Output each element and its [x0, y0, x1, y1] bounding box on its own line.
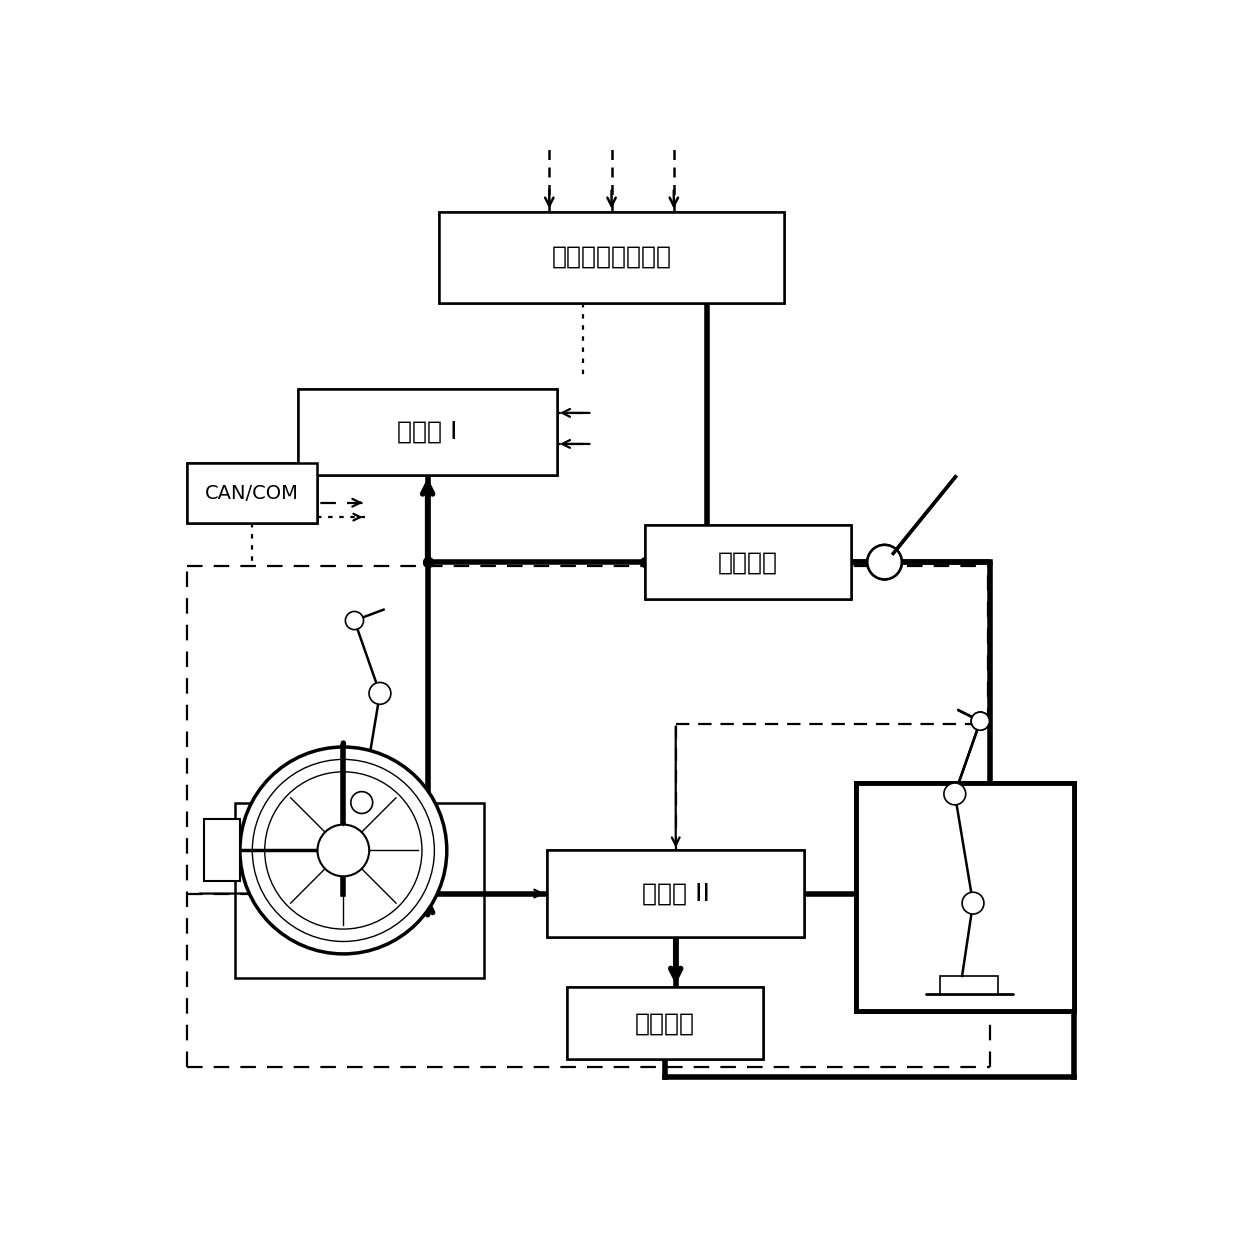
FancyBboxPatch shape	[187, 464, 316, 522]
Text: 独立电源: 独立电源	[635, 1011, 694, 1035]
Circle shape	[346, 612, 363, 629]
Circle shape	[370, 683, 391, 704]
Text: 电源模块: 电源模块	[718, 550, 777, 575]
Text: 独立电源: 独立电源	[635, 1011, 694, 1035]
Text: 控制器 II: 控制器 II	[642, 882, 709, 906]
Text: 控制器 II: 控制器 II	[642, 882, 709, 906]
Circle shape	[962, 892, 983, 914]
Text: 无人驾驶感知系统: 无人驾驶感知系统	[552, 245, 672, 269]
FancyBboxPatch shape	[299, 388, 557, 475]
FancyBboxPatch shape	[940, 977, 998, 994]
FancyBboxPatch shape	[645, 525, 851, 600]
FancyBboxPatch shape	[856, 784, 1074, 1011]
Circle shape	[962, 892, 983, 914]
Text: CAN/COM: CAN/COM	[205, 484, 299, 503]
FancyBboxPatch shape	[567, 988, 763, 1060]
FancyBboxPatch shape	[187, 464, 316, 522]
Text: 控制器 I: 控制器 I	[397, 420, 458, 444]
FancyBboxPatch shape	[547, 851, 804, 937]
Circle shape	[867, 545, 901, 580]
Text: 电源模块: 电源模块	[718, 550, 777, 575]
Circle shape	[252, 759, 434, 942]
Text: 无人驾驶感知系统: 无人驾驶感知系统	[552, 245, 672, 269]
Circle shape	[944, 782, 966, 805]
Text: CAN/COM: CAN/COM	[205, 484, 299, 503]
FancyBboxPatch shape	[547, 851, 804, 937]
FancyBboxPatch shape	[336, 876, 394, 893]
Circle shape	[317, 825, 370, 876]
Text: 控制器 I: 控制器 I	[397, 420, 458, 444]
FancyBboxPatch shape	[299, 388, 557, 475]
FancyBboxPatch shape	[439, 211, 784, 302]
Circle shape	[944, 782, 966, 805]
FancyBboxPatch shape	[645, 525, 851, 600]
FancyBboxPatch shape	[439, 211, 784, 302]
FancyBboxPatch shape	[567, 988, 763, 1060]
FancyBboxPatch shape	[940, 977, 998, 994]
Circle shape	[351, 791, 373, 814]
Circle shape	[867, 545, 901, 580]
FancyBboxPatch shape	[203, 820, 239, 882]
Circle shape	[971, 712, 990, 730]
Circle shape	[239, 746, 446, 954]
Circle shape	[971, 712, 990, 730]
FancyBboxPatch shape	[856, 784, 1074, 1011]
Circle shape	[264, 771, 422, 929]
